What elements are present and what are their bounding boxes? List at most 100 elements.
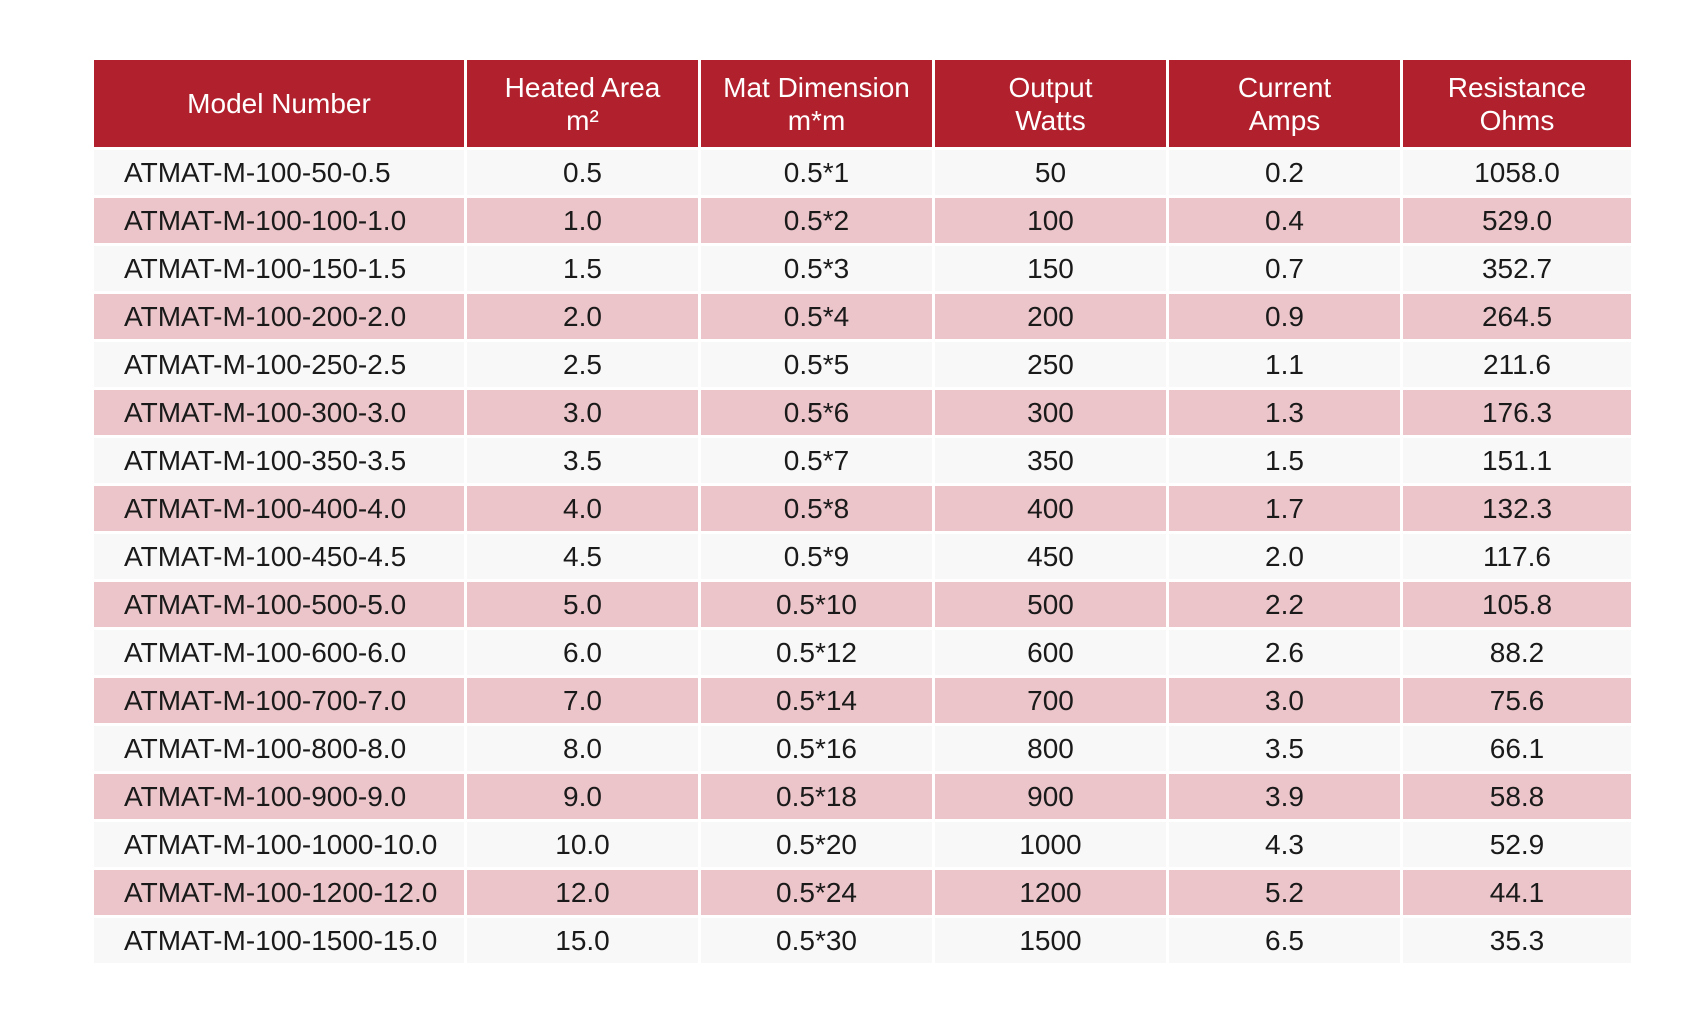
table-row: ATMAT-M-100-800-8.0 8.0 0.5*16 800 3.5 66.1: [94, 726, 1631, 771]
resistance-ohms-cell: 264.5: [1403, 294, 1631, 339]
header-heated-area: Heated Area m²: [467, 60, 698, 147]
resistance-ohms-cell: 52.9: [1403, 822, 1631, 867]
heated-area-cell: 6.0: [467, 630, 698, 675]
mat-dimension-cell: 0.5*14: [701, 678, 932, 723]
model-number-cell: ATMAT-M-100-900-9.0: [94, 774, 464, 819]
model-number-cell: ATMAT-M-100-400-4.0: [94, 486, 464, 531]
current-amps-cell: 4.3: [1169, 822, 1400, 867]
heated-area-cell: 2.0: [467, 294, 698, 339]
header-label: Output: [1008, 71, 1093, 103]
resistance-ohms-cell: 88.2: [1403, 630, 1631, 675]
model-number-cell: ATMAT-M-100-1200-12.0: [94, 870, 464, 915]
current-amps-cell: 1.5: [1169, 438, 1400, 483]
heated-area-cell: 15.0: [467, 918, 698, 963]
output-watts-cell: 1000: [935, 822, 1166, 867]
mat-dimension-cell: 0.5*18: [701, 774, 932, 819]
resistance-ohms-cell: 35.3: [1403, 918, 1631, 963]
current-amps-cell: 6.5: [1169, 918, 1400, 963]
current-amps-cell: 1.1: [1169, 342, 1400, 387]
header-label: Mat Dimension: [723, 71, 910, 103]
resistance-ohms-cell: 132.3: [1403, 486, 1631, 531]
heated-area-cell: 1.0: [467, 198, 698, 243]
output-watts-cell: 300: [935, 390, 1166, 435]
header-unit: Amps: [1248, 104, 1321, 136]
heated-area-cell: 4.0: [467, 486, 698, 531]
resistance-ohms-cell: 176.3: [1403, 390, 1631, 435]
current-amps-cell: 5.2: [1169, 870, 1400, 915]
output-watts-cell: 1500: [935, 918, 1166, 963]
table-header: Model Number Heated Area m² Mat Dimensio…: [94, 60, 1631, 147]
header-label: Current: [1237, 71, 1332, 103]
output-watts-cell: 450: [935, 534, 1166, 579]
resistance-ohms-cell: 529.0: [1403, 198, 1631, 243]
resistance-ohms-cell: 105.8: [1403, 582, 1631, 627]
model-number-cell: ATMAT-M-100-600-6.0: [94, 630, 464, 675]
model-number-cell: ATMAT-M-100-150-1.5: [94, 246, 464, 291]
model-number-cell: ATMAT-M-100-500-5.0: [94, 582, 464, 627]
mat-dimension-cell: 0.5*30: [701, 918, 932, 963]
resistance-ohms-cell: 44.1: [1403, 870, 1631, 915]
table-row: ATMAT-M-100-450-4.5 4.5 0.5*9 450 2.0 117.6: [94, 534, 1631, 579]
table-row: ATMAT-M-100-200-2.0 2.0 0.5*4 200 0.9 264.5: [94, 294, 1631, 339]
header-label: Heated Area: [504, 71, 661, 103]
heated-area-cell: 2.5: [467, 342, 698, 387]
heated-area-cell: 8.0: [467, 726, 698, 771]
heated-area-cell: 5.0: [467, 582, 698, 627]
current-amps-cell: 1.7: [1169, 486, 1400, 531]
current-amps-cell: 2.2: [1169, 582, 1400, 627]
model-number-cell: ATMAT-M-100-100-1.0: [94, 198, 464, 243]
model-number-cell: ATMAT-M-100-800-8.0: [94, 726, 464, 771]
output-watts-cell: 600: [935, 630, 1166, 675]
output-watts-cell: 250: [935, 342, 1166, 387]
header-unit: m²: [566, 104, 599, 136]
resistance-ohms-cell: 75.6: [1403, 678, 1631, 723]
current-amps-cell: 0.2: [1169, 150, 1400, 195]
mat-dimension-cell: 0.5*5: [701, 342, 932, 387]
mat-dimension-cell: 0.5*12: [701, 630, 932, 675]
resistance-ohms-cell: 58.8: [1403, 774, 1631, 819]
table-row: ATMAT-M-100-100-1.0 1.0 0.5*2 100 0.4 529.0: [94, 198, 1631, 243]
header-mat-dimension: Mat Dimension m*m: [701, 60, 932, 147]
current-amps-cell: 1.3: [1169, 390, 1400, 435]
heated-area-cell: 0.5: [467, 150, 698, 195]
mat-dimension-cell: 0.5*7: [701, 438, 932, 483]
header-model-number: Model Number: [94, 60, 464, 147]
output-watts-cell: 700: [935, 678, 1166, 723]
table-row: ATMAT-M-100-400-4.0 4.0 0.5*8 400 1.7 132.3: [94, 486, 1631, 531]
table-row: ATMAT-M-100-900-9.0 9.0 0.5*18 900 3.9 58.8: [94, 774, 1631, 819]
heated-area-cell: 3.5: [467, 438, 698, 483]
output-watts-cell: 50: [935, 150, 1166, 195]
output-watts-cell: 500: [935, 582, 1166, 627]
current-amps-cell: 0.9: [1169, 294, 1400, 339]
table-row: ATMAT-M-100-1200-12.0 12.0 0.5*24 1200 5.2 44…: [94, 870, 1631, 915]
current-amps-cell: 3.0: [1169, 678, 1400, 723]
mat-dimension-cell: 0.5*9: [701, 534, 932, 579]
header-row: Model Number Heated Area m² Mat Dimensio…: [94, 60, 1631, 147]
current-amps-cell: 2.6: [1169, 630, 1400, 675]
mat-dimension-cell: 0.5*24: [701, 870, 932, 915]
mat-dimension-cell: 0.5*16: [701, 726, 932, 771]
table-row: ATMAT-M-100-500-5.0 5.0 0.5*10 500 2.2 105.8: [94, 582, 1631, 627]
mat-dimension-cell: 0.5*1: [701, 150, 932, 195]
resistance-ohms-cell: 1058.0: [1403, 150, 1631, 195]
model-number-cell: ATMAT-M-100-700-7.0: [94, 678, 464, 723]
table-row: ATMAT-M-100-700-7.0 7.0 0.5*14 700 3.0 75.6: [94, 678, 1631, 723]
output-watts-cell: 400: [935, 486, 1166, 531]
header-current: Current Amps: [1169, 60, 1400, 147]
table-row: ATMAT-M-100-300-3.0 3.0 0.5*6 300 1.3 176.3: [94, 390, 1631, 435]
table-row: ATMAT-M-100-50-0.5 0.5 0.5*1 50 0.2 1058.0: [94, 150, 1631, 195]
mat-dimension-cell: 0.5*20: [701, 822, 932, 867]
current-amps-cell: 2.0: [1169, 534, 1400, 579]
header-label: Model Number: [187, 88, 371, 119]
current-amps-cell: 0.4: [1169, 198, 1400, 243]
output-watts-cell: 1200: [935, 870, 1166, 915]
table-row: ATMAT-M-100-1500-15.0 15.0 0.5*30 1500 6.5 35…: [94, 918, 1631, 963]
model-number-cell: ATMAT-M-100-50-0.5: [94, 150, 464, 195]
mat-dimension-cell: 0.5*10: [701, 582, 932, 627]
heated-area-cell: 10.0: [467, 822, 698, 867]
model-number-cell: ATMAT-M-100-300-3.0: [94, 390, 464, 435]
current-amps-cell: 3.9: [1169, 774, 1400, 819]
mat-dimension-cell: 0.5*2: [701, 198, 932, 243]
model-number-cell: ATMAT-M-100-450-4.5: [94, 534, 464, 579]
table-row: ATMAT-M-100-250-2.5 2.5 0.5*5 250 1.1 211.6: [94, 342, 1631, 387]
